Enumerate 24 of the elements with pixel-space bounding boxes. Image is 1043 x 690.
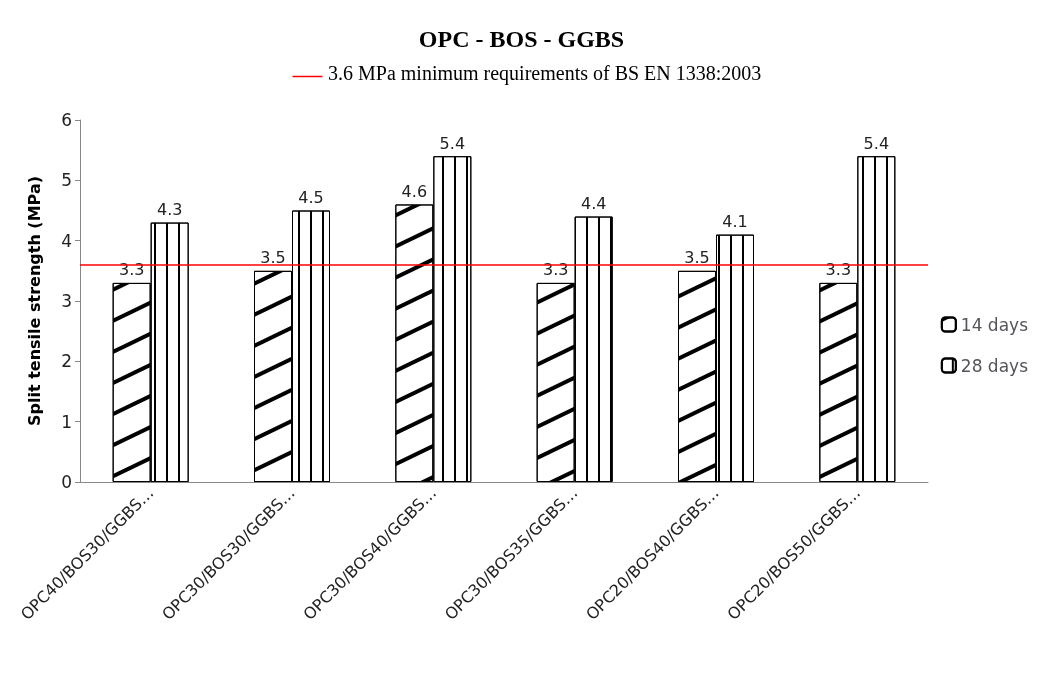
data-label: 4.6 <box>401 181 428 201</box>
y-axis-title: Split tensile strength (MPa) <box>24 176 44 426</box>
data-label: 4.3 <box>156 200 183 220</box>
legend-label: 3.6 MPa minimum requirements of BS EN 1338:2003 <box>328 62 762 85</box>
y-tick-label: 4 <box>61 230 72 251</box>
y-tick-label: 5 <box>61 170 72 191</box>
data-label: 4.5 <box>298 188 324 207</box>
data-label: 5.4 <box>439 133 466 153</box>
y-tick-label: 3 <box>61 291 72 311</box>
y-tick-label: 6 <box>61 110 72 130</box>
y-tick-label: 2 <box>61 351 72 372</box>
legend-label: 14 days <box>960 314 1029 335</box>
data-label: 3.5 <box>684 248 710 268</box>
data-label: 3.3 <box>825 260 852 280</box>
data-label: 3.3 <box>118 260 145 280</box>
data-label: 4.4 <box>580 194 607 214</box>
y-tick-label: 0 <box>61 472 72 492</box>
data-label: 5.4 <box>863 133 890 153</box>
y-tick-label: 1 <box>61 411 72 432</box>
data-label: 4.1 <box>722 212 748 232</box>
chart-title: OPC - BOS - GGBS <box>418 26 625 52</box>
legend-label: 28 days <box>960 355 1029 376</box>
data-label: 3.3 <box>542 260 569 280</box>
data-label: 3.5 <box>260 248 286 268</box>
